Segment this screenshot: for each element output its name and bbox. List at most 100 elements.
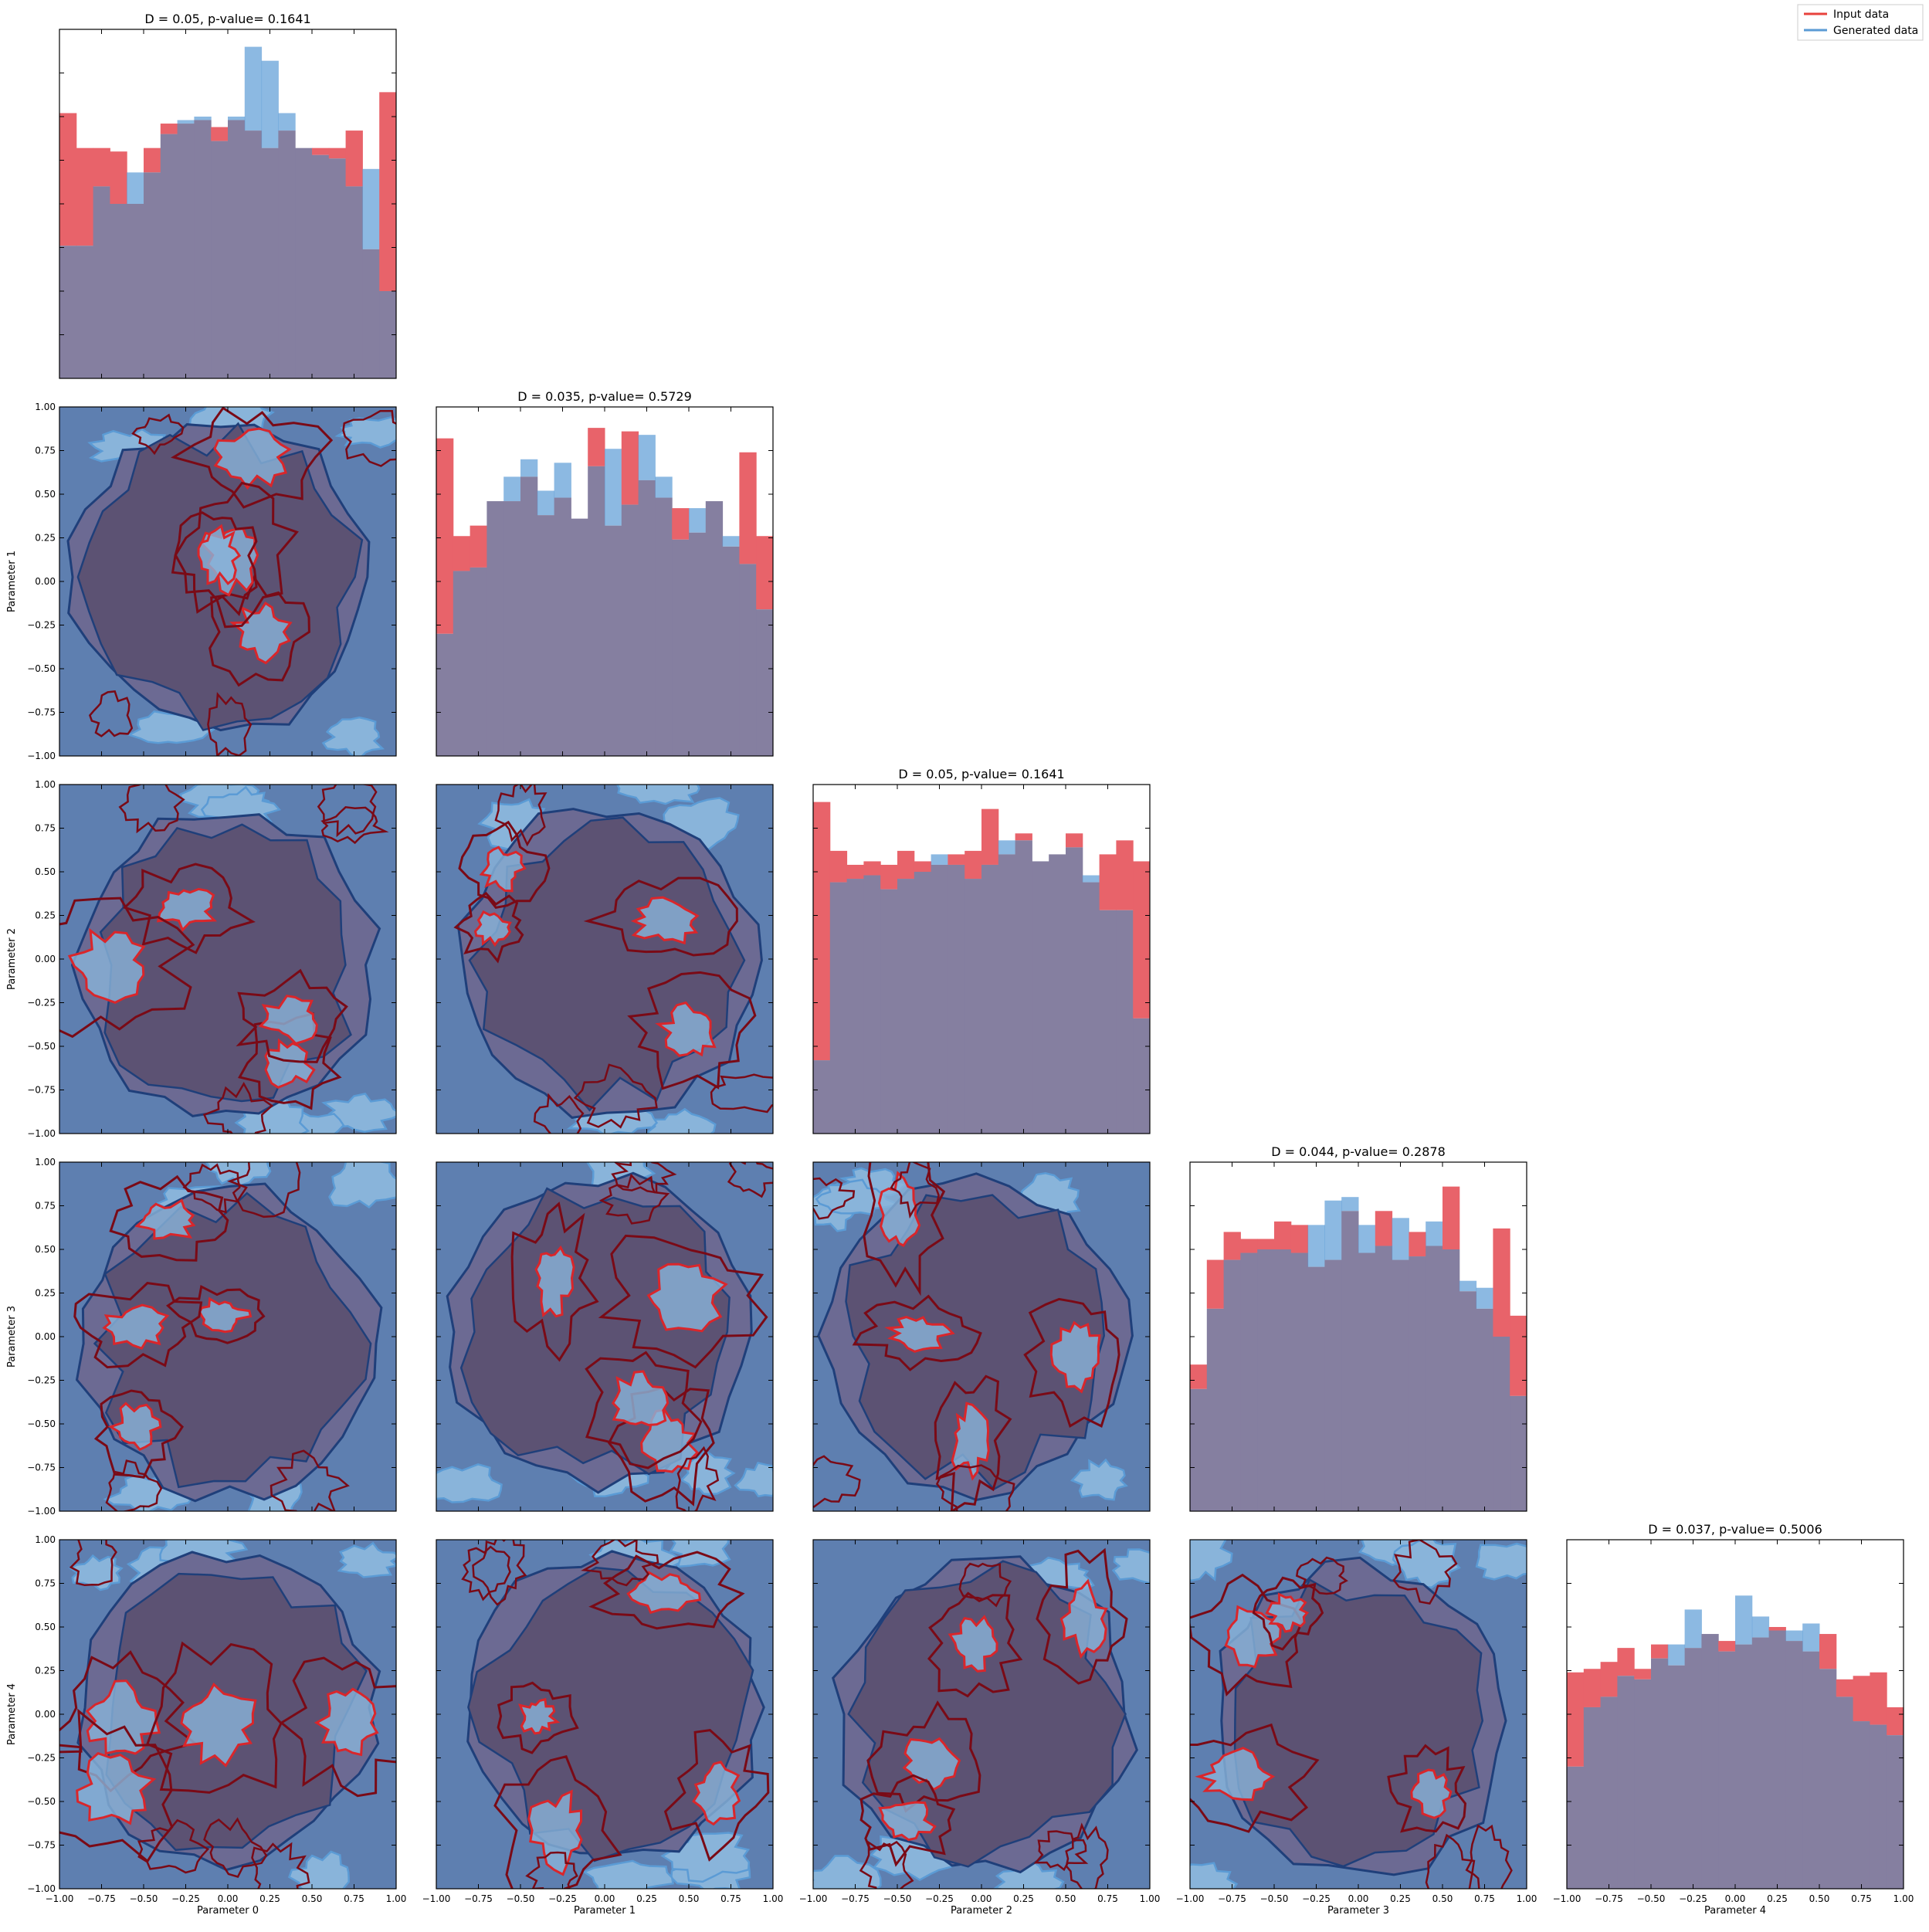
legend-label-generated: Generated data: [1833, 25, 1918, 37]
hist-bar-overlap: [144, 172, 161, 378]
hist-bar-overlap: [453, 571, 471, 756]
y-tick-label: 1.00: [35, 1157, 56, 1168]
hist-bar-input: [672, 508, 690, 540]
kde-outer-pocket: [615, 785, 701, 805]
panel-r4-c2: −1.00 −0.75 −0.50 −0.25 0.00 0.25 0.50 0.75 1.00…: [799, 1539, 1160, 1917]
kde-input-contour: [663, 1729, 770, 1862]
y-tick-label: 0.75: [35, 823, 56, 834]
kde-input-peak: [314, 1687, 379, 1757]
kde-input-contour: [934, 1374, 1012, 1511]
kde-input-edge-contour: [710, 1073, 773, 1113]
y-tick-label: −1.00: [27, 1883, 56, 1894]
x-tick-label: 0.75: [1097, 1893, 1118, 1904]
x-tick-label: −0.50: [1637, 1893, 1666, 1904]
kde-input-edge-contour: [813, 1177, 856, 1220]
hist-bar-input: [1718, 1641, 1736, 1652]
hist-bar-input: [1583, 1669, 1602, 1707]
hist-bar-overlap: [1133, 1018, 1150, 1134]
hist-bar-overlap: [897, 879, 915, 1134]
hist-bar-input: [1870, 1672, 1887, 1725]
kde-contours: [59, 1540, 396, 1889]
histogram: [813, 802, 1150, 1134]
x-tick-label: 0.75: [1851, 1893, 1872, 1904]
kde-input-contour: [1023, 1297, 1120, 1429]
x-tick-label: −1.00: [799, 1893, 828, 1904]
kde-input-contour: [1190, 1573, 1304, 1696]
kde-input-contour: [1387, 1744, 1467, 1833]
hist-bar-overlap: [1802, 1651, 1820, 1889]
hist-bar-overlap: [689, 532, 707, 756]
panel-r0-c0: D = 0.05, p-value= 0.1641: [59, 12, 397, 379]
hist-bar-overlap: [672, 539, 690, 756]
hist-bar-overlap: [1651, 1658, 1669, 1889]
hist-bar-overlap: [379, 291, 396, 378]
hist-bar-input: [1133, 861, 1150, 1019]
kde-generated-core: [847, 1560, 1127, 1868]
kde-input-contour: [1190, 1723, 1320, 1833]
kde-input-edge-contour: [69, 1540, 117, 1587]
hist-bar-overlap: [1718, 1651, 1736, 1889]
y-tick-label: 0.25: [35, 910, 56, 921]
hist-bar-input: [1819, 1634, 1837, 1669]
kde-contours: [59, 785, 396, 1134]
hist-bar-overlap: [739, 564, 757, 756]
x-tick-label: 0.00: [1725, 1893, 1746, 1904]
kde-input-edge-contour: [813, 1455, 861, 1508]
kde-input-contour: [171, 511, 258, 616]
hist-bar-generated: [1082, 875, 1100, 883]
hist-bar-overlap: [1476, 1308, 1493, 1511]
y-axis-label: Parameter 1: [6, 551, 18, 612]
hist-bar-generated: [1341, 1197, 1359, 1212]
legend: Input data Generated data: [1797, 4, 1924, 41]
x-tick-label: −1.00: [46, 1893, 74, 1904]
hist-bar-generated: [1358, 1225, 1376, 1253]
kde-input-edge-contour: [611, 1162, 677, 1194]
kde-input-edge-contour: [890, 1162, 940, 1219]
kde-input-contour: [585, 1351, 703, 1469]
hist-bar-generated: [244, 46, 263, 131]
hist-bar-input: [1836, 1679, 1854, 1697]
kde-input-peak: [527, 1789, 583, 1876]
kde-input-peak: [1049, 1320, 1101, 1394]
x-tick-label: 0.75: [1474, 1893, 1495, 1904]
hist-bar-overlap: [981, 864, 999, 1134]
hist-bar-overlap: [948, 864, 965, 1134]
hist-bar-overlap: [846, 879, 864, 1134]
y-tick-label: −0.50: [27, 1796, 56, 1807]
kde-input-contour: [1252, 1576, 1324, 1651]
hist-bar-overlap: [362, 249, 380, 378]
hist-bar-generated: [689, 508, 707, 533]
x-tick-label: 0.00: [1348, 1893, 1369, 1904]
kde-input-peak: [655, 1001, 717, 1057]
kde-input-contour: [171, 407, 334, 509]
kde-input-edge-contour: [342, 410, 396, 467]
hist-bar-overlap: [1409, 1256, 1426, 1511]
x-tick-label: 0.00: [218, 1893, 239, 1904]
hist-bar-overlap: [1667, 1665, 1686, 1889]
x-tick-label: 0.00: [971, 1893, 992, 1904]
x-axis-label: Parameter 1: [574, 1905, 636, 1917]
x-tick-label: 0.50: [1809, 1893, 1830, 1904]
x-tick-label: −0.75: [464, 1893, 493, 1904]
hist-bar-input: [1443, 1186, 1460, 1249]
hist-bar-input: [76, 147, 94, 246]
hist-bar-input: [1493, 1228, 1510, 1337]
hist-bar-overlap: [1116, 910, 1134, 1134]
hist-bar-overlap: [655, 497, 673, 756]
hist-bar-overlap: [503, 501, 521, 756]
hist-bar-input: [1887, 1707, 1904, 1736]
panel-r3-c3: D = 0.044, p-value= 0.2878: [1189, 1144, 1527, 1512]
hist-bar-overlap: [880, 889, 898, 1134]
hist-bar-overlap: [1785, 1641, 1803, 1889]
kde-input-contour: [588, 1551, 745, 1630]
kde-input-peak: [134, 1198, 196, 1240]
x-tick-label: −0.50: [1260, 1893, 1289, 1904]
hist-bar-generated: [520, 459, 538, 477]
x-tick-label: −1.00: [1553, 1893, 1582, 1904]
kde-input-peak: [630, 896, 700, 945]
hist-bar-overlap: [1375, 1246, 1393, 1511]
hist-bar-generated: [638, 435, 656, 480]
x-tick-label: 0.25: [1390, 1893, 1411, 1904]
kde-input-peak: [1224, 1605, 1282, 1669]
